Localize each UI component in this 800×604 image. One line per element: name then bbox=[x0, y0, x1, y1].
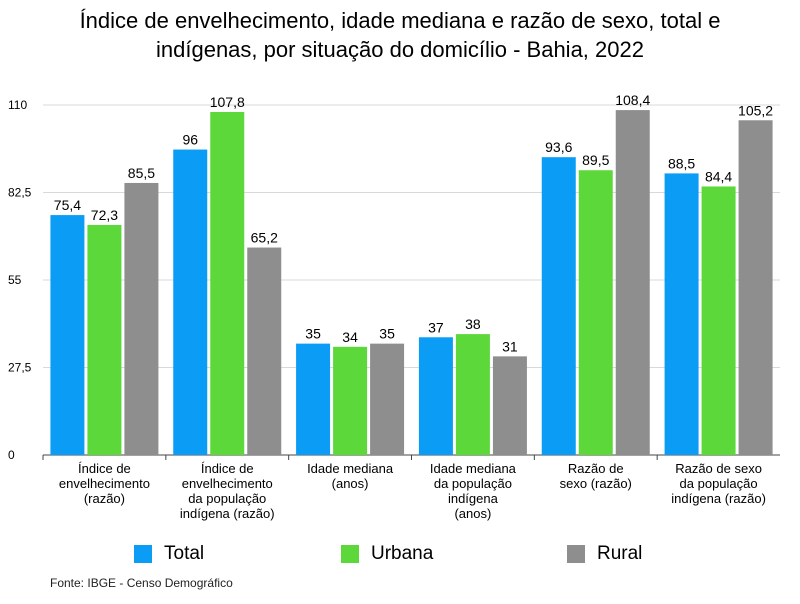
bar-urbana bbox=[87, 224, 122, 455]
y-tick-label: 110 bbox=[8, 98, 27, 112]
data-label: 105,2 bbox=[738, 102, 773, 118]
x-category-label: Idade mediana da população indígena (anos) bbox=[414, 461, 532, 521]
x-category-label-line: indígena (razão) bbox=[671, 491, 766, 506]
x-category-label-line: indígena bbox=[447, 491, 498, 506]
data-label: 107,8 bbox=[210, 94, 245, 110]
data-label: 65,2 bbox=[251, 230, 278, 246]
data-label: 84,4 bbox=[705, 168, 732, 184]
y-tick-label: 82,5 bbox=[8, 186, 32, 200]
legend-urbana: Urbana bbox=[341, 542, 433, 566]
legend-total-swatch bbox=[134, 545, 152, 563]
legend-total-label: Total bbox=[164, 543, 205, 564]
bar-total bbox=[173, 149, 208, 455]
data-label: 38 bbox=[465, 316, 481, 332]
legend-rural-swatch bbox=[567, 545, 585, 563]
data-label: 37 bbox=[428, 319, 444, 335]
legend-rural-label: Rural bbox=[597, 543, 643, 564]
x-category-label-line: da população bbox=[679, 476, 758, 491]
bar-rural bbox=[738, 120, 773, 455]
bar-urbana bbox=[455, 334, 490, 455]
y-tick-label: 27,5 bbox=[8, 361, 32, 375]
legend-total: Total bbox=[134, 542, 204, 566]
bar-total bbox=[664, 173, 699, 455]
data-label: 35 bbox=[305, 326, 321, 342]
x-category-label-line: (anos) bbox=[331, 476, 369, 491]
bar-rural bbox=[492, 356, 527, 455]
x-category-label-line: Idade mediana bbox=[307, 461, 394, 476]
source-note: Fonte: IBGE - Censo Demográfico bbox=[50, 576, 233, 590]
x-category-label: Índice de envelhecimento (razão) bbox=[45, 461, 163, 506]
x-category-label-line: da população bbox=[433, 476, 512, 491]
data-label: 34 bbox=[342, 329, 358, 345]
bar-urbana bbox=[333, 346, 368, 455]
bar-total bbox=[418, 337, 453, 455]
data-label: 35 bbox=[379, 326, 395, 342]
x-category-label: Índice de envelhecimento da população indíg… bbox=[168, 461, 286, 521]
data-label: 75,4 bbox=[54, 197, 81, 213]
bar-urbana bbox=[578, 170, 613, 455]
title-line-1: Índice de envelhecimento, idade mediana … bbox=[79, 8, 721, 33]
data-label: 85,5 bbox=[128, 165, 155, 181]
x-category-label-line: Índice de bbox=[78, 461, 131, 476]
y-tick-label: 0 bbox=[8, 448, 15, 462]
x-category-label-line: da população bbox=[188, 491, 267, 506]
bar-rural bbox=[370, 343, 405, 455]
legend-urbana-label: Urbana bbox=[371, 543, 434, 564]
x-category-label: Idade mediana (anos) bbox=[291, 461, 409, 491]
bar-rural bbox=[615, 110, 650, 455]
legend-urbana-swatch bbox=[341, 545, 359, 563]
bar-total bbox=[50, 215, 85, 455]
data-label: 96 bbox=[182, 132, 198, 148]
bar-urbana bbox=[210, 112, 245, 455]
bar-total bbox=[541, 157, 576, 455]
x-category-label-line: envelhecimento bbox=[181, 476, 273, 491]
data-label: 88,5 bbox=[668, 155, 695, 171]
x-category-label-line: (razão) bbox=[83, 491, 125, 506]
data-label: 93,6 bbox=[545, 139, 572, 155]
legend-rural: Rural bbox=[567, 542, 642, 566]
x-category-label-line: sexo (razão) bbox=[559, 476, 632, 491]
x-category-label: Razão de sexo (razão) bbox=[537, 461, 655, 491]
data-label: 108,4 bbox=[615, 92, 650, 108]
bar-total bbox=[296, 343, 331, 455]
x-category-label-line: Idade mediana bbox=[429, 461, 516, 476]
data-label: 72,3 bbox=[91, 207, 118, 223]
x-category-label-line: Razão de sexo bbox=[675, 461, 762, 476]
bar-rural bbox=[124, 182, 159, 456]
y-tick-label: 55 bbox=[8, 273, 22, 287]
data-label: 89,5 bbox=[582, 152, 609, 168]
title-line-2: indígenas, por situação do domicílio - B… bbox=[156, 37, 644, 62]
x-category-label-line: envelhecimento bbox=[58, 476, 150, 491]
bar-urbana bbox=[701, 186, 736, 456]
bar-rural bbox=[247, 247, 282, 455]
chart-title: Índice de envelhecimento, idade mediana … bbox=[0, 6, 800, 64]
x-category-label: Razão de sexo da população indígena (razão… bbox=[660, 461, 778, 506]
x-category-label-line: (anos) bbox=[454, 506, 492, 521]
x-category-label-line: indígena (razão) bbox=[179, 506, 275, 521]
x-category-label-line: Índice de bbox=[200, 461, 254, 476]
x-category-label-line: Razão de bbox=[567, 461, 624, 476]
data-label: 31 bbox=[502, 338, 518, 354]
